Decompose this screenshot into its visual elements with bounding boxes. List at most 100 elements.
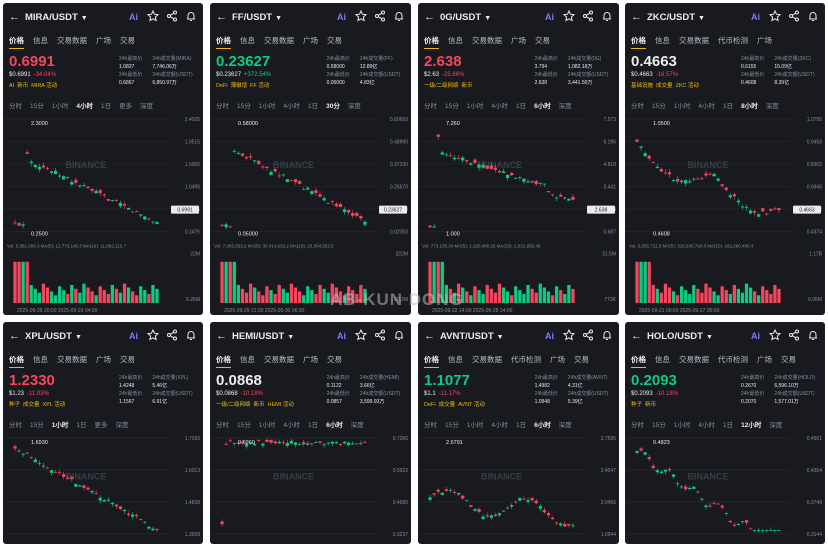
bell-icon[interactable] [393,329,405,341]
back-arrow-icon[interactable]: ← [9,330,20,342]
tab-2[interactable]: 交易数据 [679,355,709,364]
tag[interactable]: MIRA 活动 [31,83,58,89]
ai-icon[interactable]: Ai [128,10,140,22]
tab-2[interactable]: 交易数据 [264,36,294,45]
timeframe-option[interactable]: 分时 [216,103,229,110]
tab-4[interactable]: 交易 [535,36,550,45]
star-icon[interactable] [355,10,367,22]
star-icon[interactable] [769,10,781,22]
star-icon[interactable] [147,329,159,341]
timeframe-option[interactable]: 1日 [722,422,734,429]
share-icon[interactable] [166,329,178,341]
tab-1[interactable]: 信息 [655,355,670,364]
timeframe-option[interactable]: 深度 [115,422,129,429]
ai-icon[interactable]: Ai [544,10,556,22]
ai-icon[interactable]: Ai [128,329,140,341]
share-icon[interactable] [788,10,800,22]
ai-icon[interactable]: Ai [544,329,556,341]
tab-0[interactable]: 价格 [424,35,439,49]
tag[interactable]: 新币 [645,402,657,408]
candlestick-chart[interactable]: 1.07950.94580.82020.69460.56100.43741.05… [625,111,825,315]
tab-3[interactable]: 广场 [511,36,526,45]
timeframe-option[interactable]: 分时 [424,422,437,429]
timeframe-option[interactable]: 1日 [307,422,319,429]
tag[interactable]: 新币 [461,83,473,89]
candlestick-chart[interactable]: 1.7193 1.6013 1.4838 1.3658 1.6930 BINANCE [3,430,203,544]
timeframe-option[interactable]: 1日 [722,103,734,110]
tab-0[interactable]: 价格 [424,354,439,368]
tab-1[interactable]: 信息 [33,355,48,364]
tab-4[interactable]: 交易 [327,355,342,364]
candlestick-chart[interactable]: 2.7595 2.4047 2.0456 1.6944 2.6791 BINANCE [418,430,619,544]
back-arrow-icon[interactable]: ← [424,330,435,342]
tag[interactable]: DeFi [216,83,228,89]
tab-2[interactable]: 交易数据 [57,355,87,364]
tab-1[interactable]: 信息 [33,36,48,45]
tab-3[interactable]: 广场 [303,36,318,45]
back-arrow-icon[interactable]: ← [424,11,435,23]
back-arrow-icon[interactable]: ← [631,330,642,342]
timeframe-option[interactable]: 分时 [9,422,22,429]
timeframe-option[interactable]: 深度 [347,103,361,110]
bell-icon[interactable] [185,329,197,341]
star-icon[interactable] [769,329,781,341]
tag[interactable]: 新币 [253,402,265,408]
timeframe-option[interactable]: 12小时 [741,422,762,429]
tag[interactable]: FF 活动 [250,83,270,89]
timeframe-option[interactable]: 8小时 [741,103,758,110]
tab-5[interactable]: 交易 [574,355,589,364]
tab-3[interactable]: 代币检测 [718,36,748,45]
timeframe-option[interactable]: 分时 [631,103,644,110]
timeframe-option[interactable]: 1小时 [51,103,69,110]
tag[interactable]: HEMI 活动 [267,402,294,408]
tab-2[interactable]: 交易数据 [472,355,502,364]
tag[interactable]: 新币 [17,83,29,89]
share-icon[interactable] [374,329,386,341]
tag[interactable]: AI [9,83,15,89]
candlestick-chart[interactable]: 0.606500.489900.373300.256700.140100.023… [210,111,411,315]
star-icon[interactable] [355,329,367,341]
bell-icon[interactable] [601,329,613,341]
tag[interactable]: XPL 活动 [42,402,66,408]
star-icon[interactable] [563,329,575,341]
ai-icon[interactable]: Ai [336,10,348,22]
timeframe-option[interactable]: 30分 [326,103,340,110]
timeframe-option[interactable]: 15分 [652,422,666,429]
ai-icon[interactable]: Ai [750,329,762,341]
timeframe-option[interactable]: 1小时 [258,103,276,110]
timeframe-option[interactable]: 1日 [307,103,319,110]
tab-0[interactable]: 价格 [9,354,24,368]
tab-3[interactable]: 广场 [303,355,318,364]
timeframe-option[interactable]: 4小时 [283,103,300,110]
timeframe-option[interactable]: 1日 [515,422,527,429]
tab-4[interactable]: 广场 [550,355,565,364]
share-icon[interactable] [582,10,594,22]
pair-selector[interactable]: XPL/USDT ▼ [25,331,82,342]
tab-3[interactable]: 代币检测 [511,355,541,364]
timeframe-option[interactable]: 分时 [216,422,229,429]
candlestick-chart[interactable]: 2.40251.95151.50051.04950.59850.14752.30… [3,111,203,315]
tag[interactable]: 一级/二级网络 [424,83,459,89]
tag[interactable]: 薄徽增 [230,83,248,89]
tab-4[interactable]: 交易 [327,36,342,45]
timeframe-option[interactable]: 深度 [765,103,779,110]
timeframe-option[interactable]: 分时 [631,422,644,429]
timeframe-option[interactable]: 15分 [445,422,459,429]
timeframe-option[interactable]: 1小时 [258,422,276,429]
star-icon[interactable] [147,10,159,22]
tab-4[interactable]: 广场 [757,355,772,364]
tab-2[interactable]: 交易数据 [472,36,502,45]
bell-icon[interactable] [807,329,819,341]
tag[interactable]: 成交量 [656,83,673,89]
timeframe-option[interactable]: 4小时 [76,103,93,110]
pair-selector[interactable]: MIRA/USDT ▼ [25,12,88,23]
tab-1[interactable]: 信息 [448,36,463,45]
tab-4[interactable]: 广场 [757,36,772,45]
candlestick-chart[interactable]: 7.5736.1964.8183.4412.0640.6877.2601.000… [418,111,619,315]
pair-selector[interactable]: ZKC/USDT ▼ [647,12,705,23]
pair-selector[interactable]: AVNT/USDT ▼ [440,331,504,342]
timeframe-option[interactable]: 15分 [30,422,44,429]
timeframe-option[interactable]: 4小时 [491,422,508,429]
back-arrow-icon[interactable]: ← [9,11,20,23]
tag[interactable]: 成交量 [438,402,456,408]
